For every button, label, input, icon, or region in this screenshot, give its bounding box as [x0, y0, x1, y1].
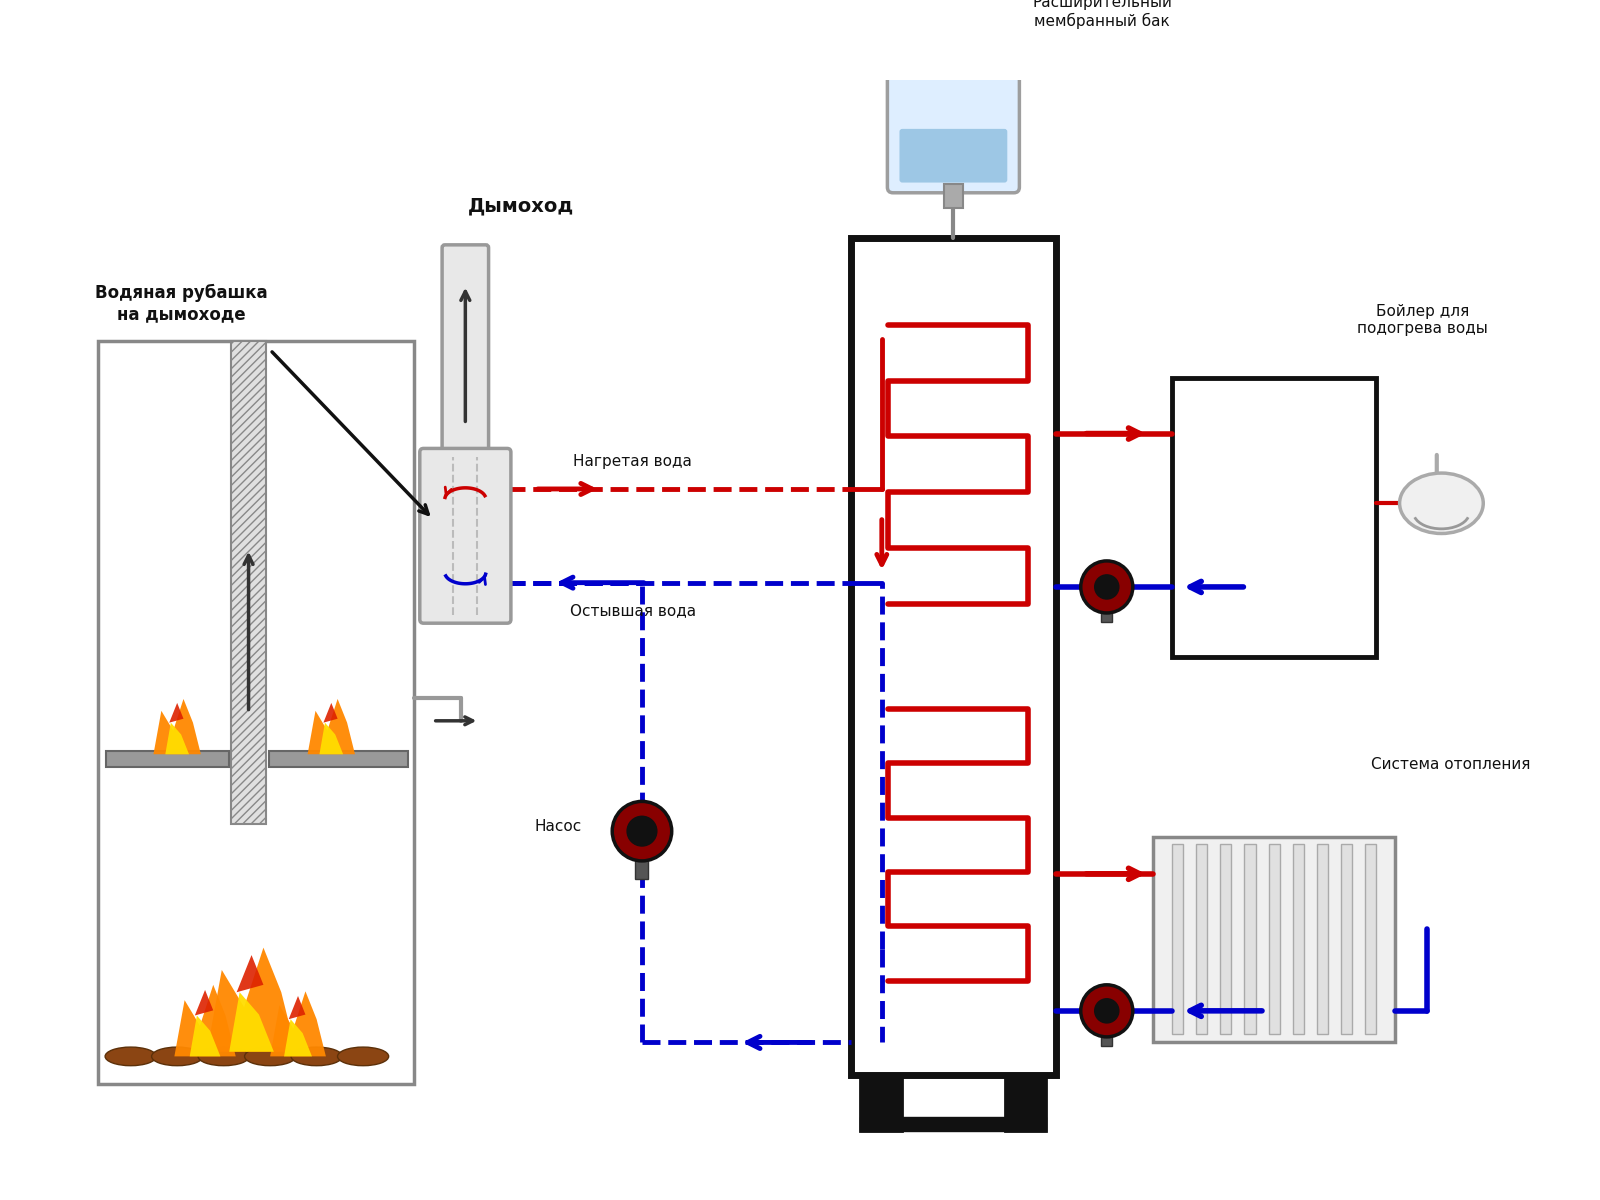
Bar	[1171, 845, 1182, 1034]
Circle shape	[1094, 998, 1118, 1022]
Bar	[1005, 1075, 1046, 1130]
Polygon shape	[195, 990, 213, 1015]
FancyBboxPatch shape	[419, 449, 510, 623]
Polygon shape	[229, 992, 274, 1051]
Bar	[1101, 611, 1112, 623]
Text: Насос: Насос	[534, 820, 582, 834]
Bar	[1365, 845, 1376, 1034]
Bar	[1293, 845, 1304, 1034]
Bar	[635, 859, 648, 880]
Bar	[861, 1117, 1046, 1130]
Circle shape	[1094, 575, 1118, 599]
Bar	[1101, 1036, 1112, 1046]
FancyBboxPatch shape	[899, 128, 1008, 182]
Polygon shape	[165, 722, 189, 755]
Text: Водяная рубашка
на дымоходе: Водяная рубашка на дымоходе	[96, 284, 269, 323]
Text: Расширительный
мембранный бак: Расширительный мембранный бак	[1032, 0, 1173, 29]
Bar	[944, 185, 963, 208]
Text: Остывшая вода: Остывшая вода	[570, 604, 696, 618]
Bar	[106, 750, 229, 767]
Polygon shape	[154, 698, 202, 755]
Bar	[1154, 838, 1395, 1042]
Circle shape	[613, 802, 672, 860]
Circle shape	[627, 816, 658, 846]
Bar	[861, 1075, 902, 1130]
Polygon shape	[288, 996, 306, 1019]
Ellipse shape	[106, 1048, 157, 1066]
Ellipse shape	[1400, 473, 1483, 534]
Bar	[269, 750, 408, 767]
Polygon shape	[307, 698, 355, 755]
Text: Бойлер для
подогрева воды: Бойлер для подогрева воды	[1357, 304, 1488, 336]
Polygon shape	[270, 991, 326, 1056]
Bar	[230, 341, 266, 824]
Text: Нагретая вода: Нагретая вода	[573, 454, 693, 468]
Bar	[1197, 845, 1206, 1034]
Polygon shape	[323, 703, 338, 722]
Polygon shape	[190, 1015, 221, 1056]
Bar	[1317, 845, 1328, 1034]
Ellipse shape	[291, 1048, 342, 1066]
Polygon shape	[174, 985, 235, 1056]
Bar	[1171, 378, 1376, 656]
Ellipse shape	[245, 1048, 296, 1066]
Bar	[98, 341, 414, 1085]
Bar	[851, 239, 1056, 1075]
Polygon shape	[285, 1019, 312, 1056]
Circle shape	[1080, 985, 1133, 1037]
Bar	[1221, 845, 1232, 1034]
Polygon shape	[170, 703, 184, 722]
Ellipse shape	[198, 1048, 250, 1066]
Polygon shape	[320, 722, 342, 755]
Bar	[1269, 845, 1280, 1034]
FancyBboxPatch shape	[442, 245, 488, 455]
Ellipse shape	[338, 1048, 389, 1066]
Bar	[1341, 845, 1352, 1034]
Ellipse shape	[152, 1048, 203, 1066]
Text: Система отопления: Система отопления	[1371, 757, 1531, 772]
Polygon shape	[206, 948, 296, 1051]
Circle shape	[1080, 560, 1133, 613]
FancyBboxPatch shape	[888, 74, 1019, 193]
Bar	[1245, 845, 1256, 1034]
Text: Дымоход: Дымоход	[467, 196, 574, 215]
Polygon shape	[237, 955, 264, 992]
